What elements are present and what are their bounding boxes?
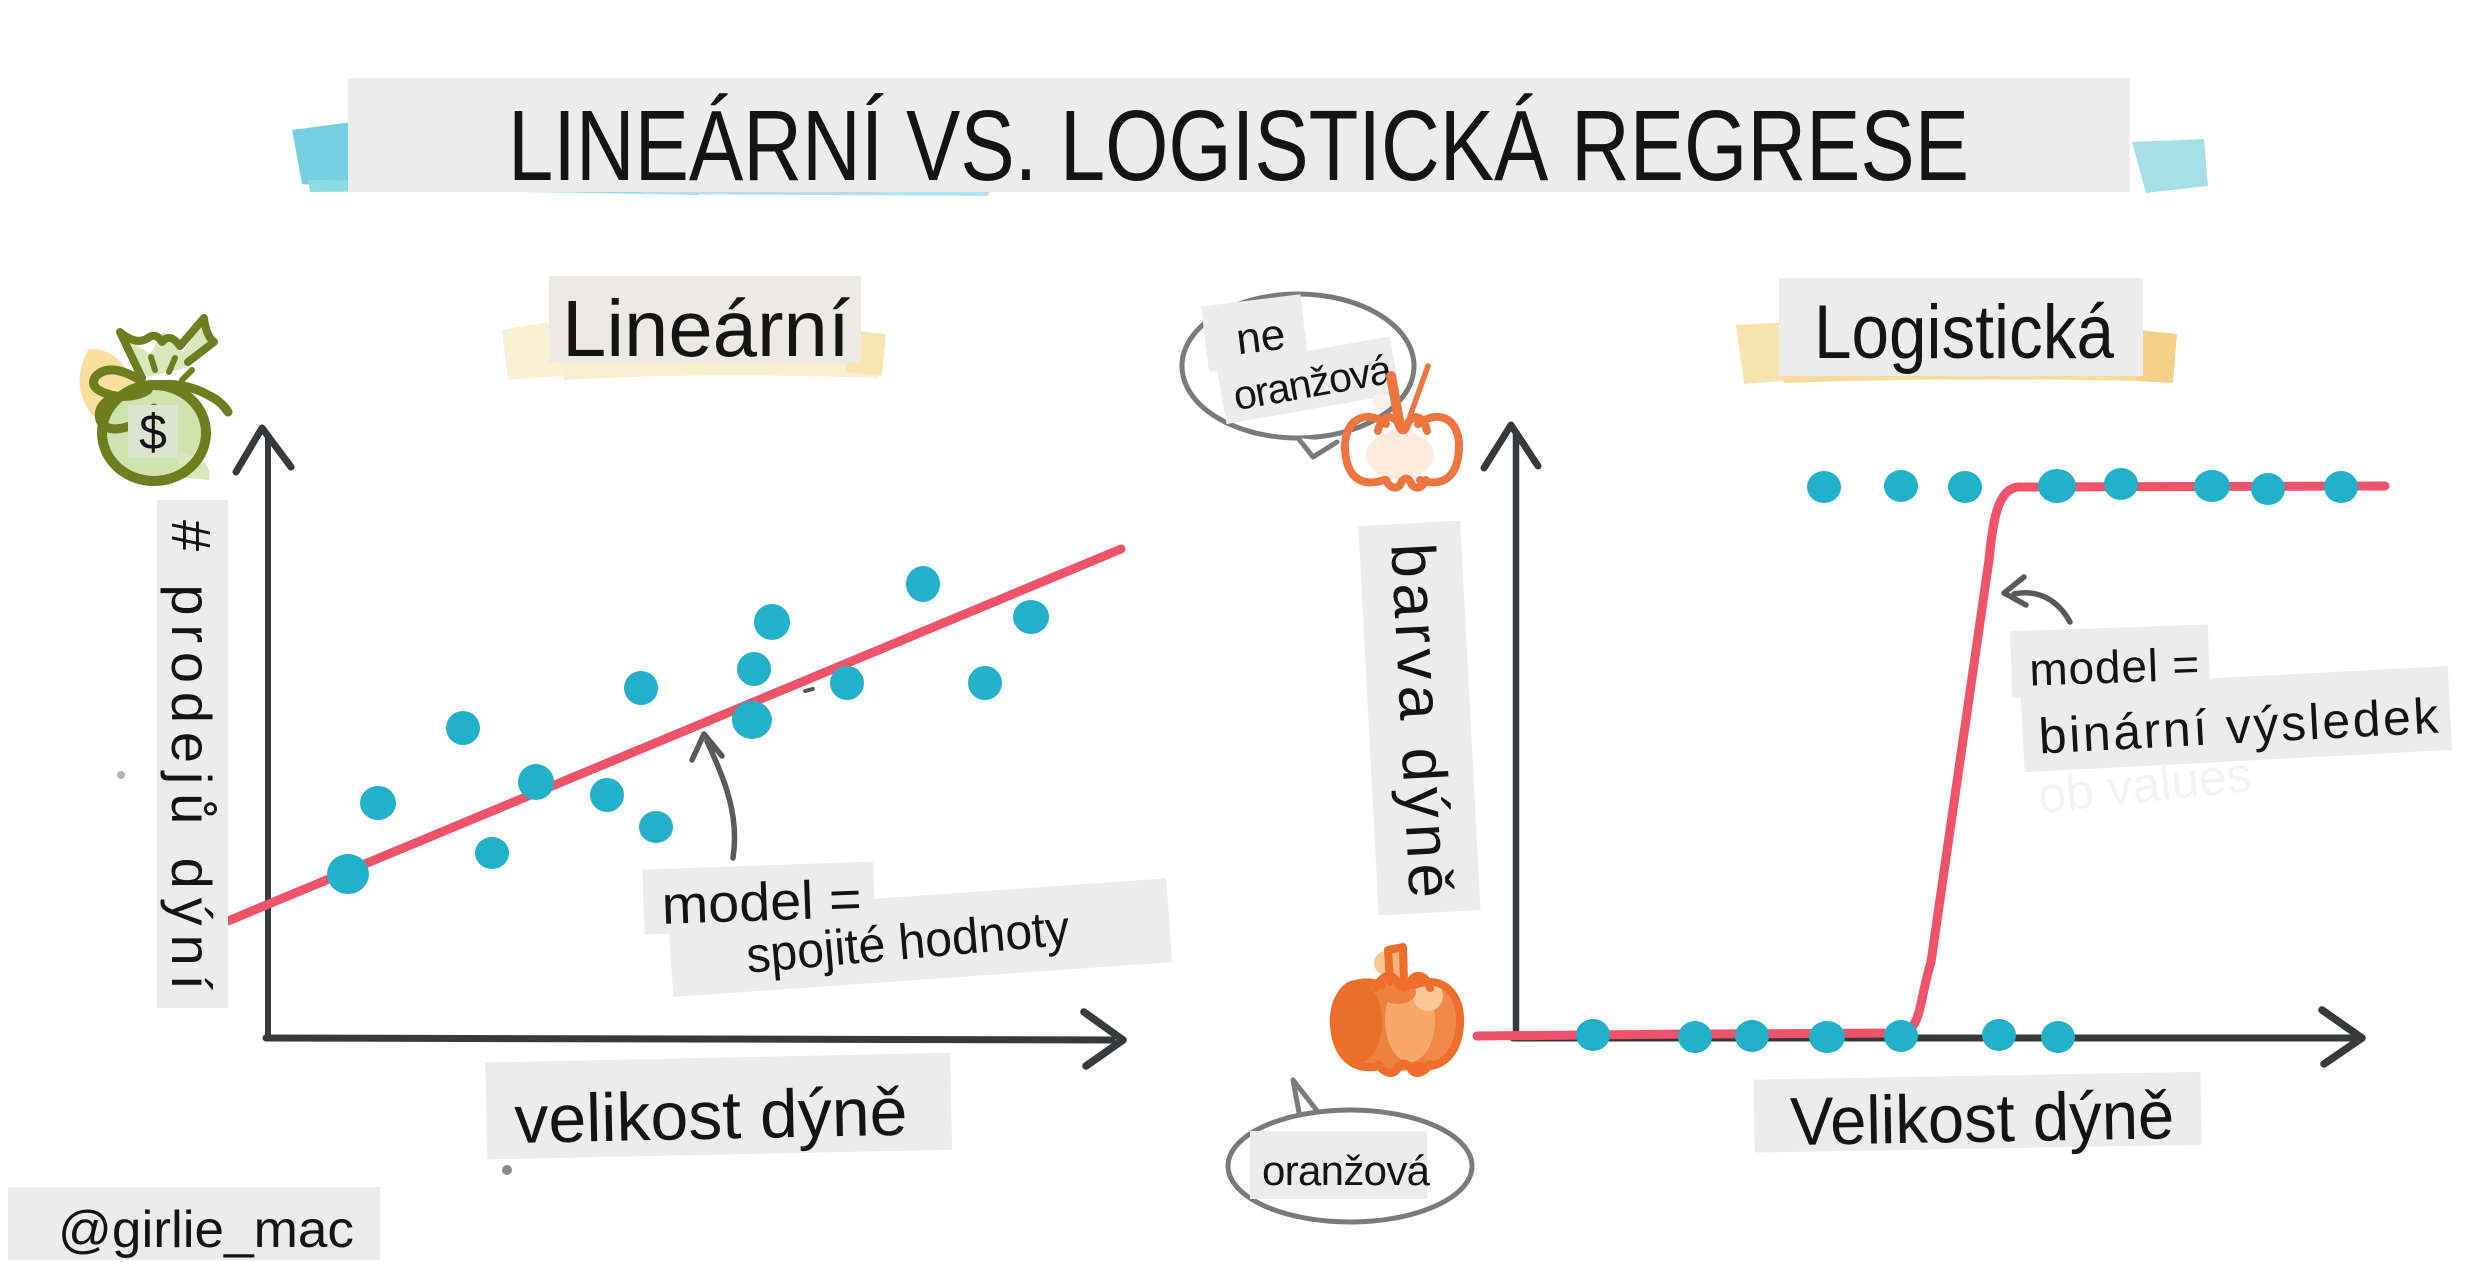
svg-text:$: $ (139, 404, 167, 460)
svg-text:LINEÁRNÍ VS. LOGISTICKÁ REGRES: LINEÁRNÍ VS. LOGISTICKÁ REGRESE (508, 90, 1969, 202)
svg-text:# prodejů dýní: # prodejů dýní (160, 520, 223, 990)
svg-text:@girlie_mac: @girlie_mac (58, 1201, 354, 1259)
svg-text:Velikost dýně: Velikost dýně (1790, 1077, 2175, 1160)
svg-text:model =: model = (661, 869, 863, 936)
svg-text:model =: model = (2028, 638, 2200, 696)
svg-text:Lineární: Lineární (562, 284, 850, 373)
svg-text:oranžová: oranžová (1262, 1147, 1431, 1194)
svg-text:velikost dýně: velikost dýně (514, 1074, 909, 1158)
svg-text:Logistická: Logistická (1814, 290, 2115, 375)
svg-text:ne: ne (1233, 310, 1288, 365)
